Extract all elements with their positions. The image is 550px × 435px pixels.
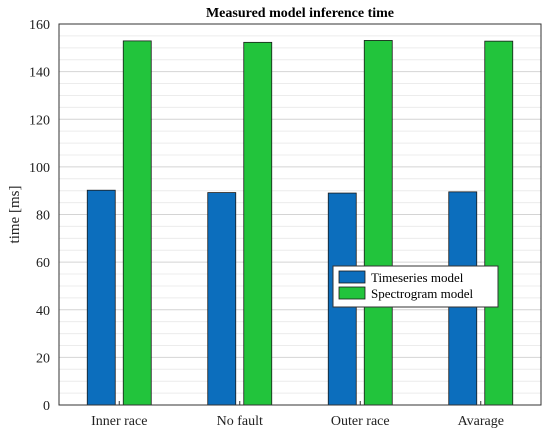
- legend-label: Timeseries model: [371, 270, 464, 285]
- bar-timeseries: [86, 189, 116, 406]
- y-tick-label: 80: [36, 209, 50, 224]
- x-tick-label: Avarage: [458, 414, 504, 429]
- bar-spectrogram: [243, 41, 273, 406]
- bar-spectrogram: [363, 40, 393, 406]
- y-tick-label: 40: [36, 304, 50, 319]
- legend-swatch: [338, 270, 366, 284]
- x-ticks: Inner race No fault Outer race Avarage: [91, 401, 504, 429]
- x-tick-label: Inner race: [91, 414, 147, 429]
- bars: [86, 40, 514, 406]
- y-tick-label: 60: [36, 256, 50, 271]
- x-tick-label: No fault: [217, 414, 263, 429]
- y-tick-label: 140: [29, 66, 50, 81]
- bar-timeseries: [207, 192, 237, 406]
- y-tick-label: 20: [36, 351, 50, 366]
- y-axis-label: time [ms]: [7, 186, 23, 244]
- legend-label: Spectrogram model: [371, 286, 474, 301]
- bar-spectrogram: [122, 40, 152, 406]
- y-tick-label: 0: [43, 399, 50, 414]
- y-tick-label: 100: [29, 161, 50, 176]
- x-tick-label: Outer race: [331, 414, 390, 429]
- legend-swatch: [338, 286, 366, 300]
- bar-spectrogram: [484, 40, 514, 406]
- y-tick-label: 160: [29, 18, 50, 33]
- chart-title: Measured model inference time: [206, 6, 394, 21]
- axes-box: [58, 23, 542, 406]
- y-tick-label: 120: [29, 113, 50, 128]
- y-ticks: 0 20 40 60 80 100 120 140 160: [29, 18, 50, 414]
